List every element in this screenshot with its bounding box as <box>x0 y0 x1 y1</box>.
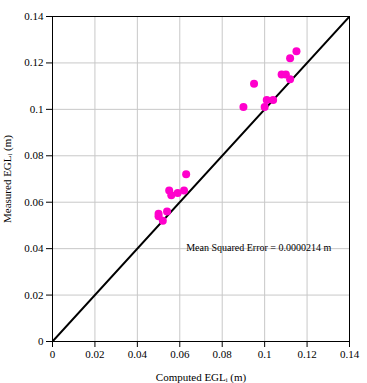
svg-text:0.04: 0.04 <box>128 348 148 360</box>
svg-text:0.14: 0.14 <box>24 10 44 22</box>
svg-text:0.1: 0.1 <box>258 348 272 360</box>
svg-text:Computed EGLᵢ (m): Computed EGLᵢ (m) <box>156 371 247 383</box>
svg-text:0.12: 0.12 <box>297 348 316 360</box>
svg-text:0.04: 0.04 <box>24 242 44 254</box>
svg-text:0.08: 0.08 <box>213 348 233 360</box>
svg-text:0.06: 0.06 <box>24 196 44 208</box>
svg-text:0: 0 <box>50 348 56 360</box>
svg-text:0.1: 0.1 <box>30 103 44 115</box>
svg-text:0: 0 <box>38 335 44 347</box>
svg-text:Mean Squared Error = 0.0000214: Mean Squared Error = 0.0000214 m <box>186 242 331 253</box>
svg-text:0.02: 0.02 <box>85 348 104 360</box>
svg-text:0.06: 0.06 <box>170 348 190 360</box>
svg-text:0.08: 0.08 <box>24 149 44 161</box>
svg-text:0.14: 0.14 <box>340 348 360 360</box>
svg-text:0.02: 0.02 <box>24 289 43 301</box>
svg-text:Measured EGLᵢ (m): Measured EGLᵢ (m) <box>1 135 14 223</box>
svg-text:0.12: 0.12 <box>24 56 43 68</box>
